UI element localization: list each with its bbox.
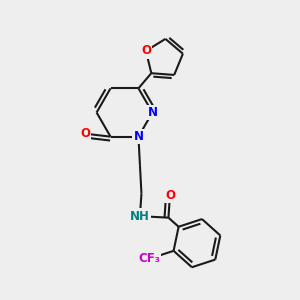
Text: CF₃: CF₃ [138, 252, 160, 265]
Text: O: O [80, 127, 90, 140]
Text: O: O [141, 44, 151, 57]
Text: N: N [147, 106, 158, 119]
Text: O: O [165, 189, 175, 202]
Text: N: N [134, 130, 143, 143]
Text: NH: NH [130, 210, 150, 223]
